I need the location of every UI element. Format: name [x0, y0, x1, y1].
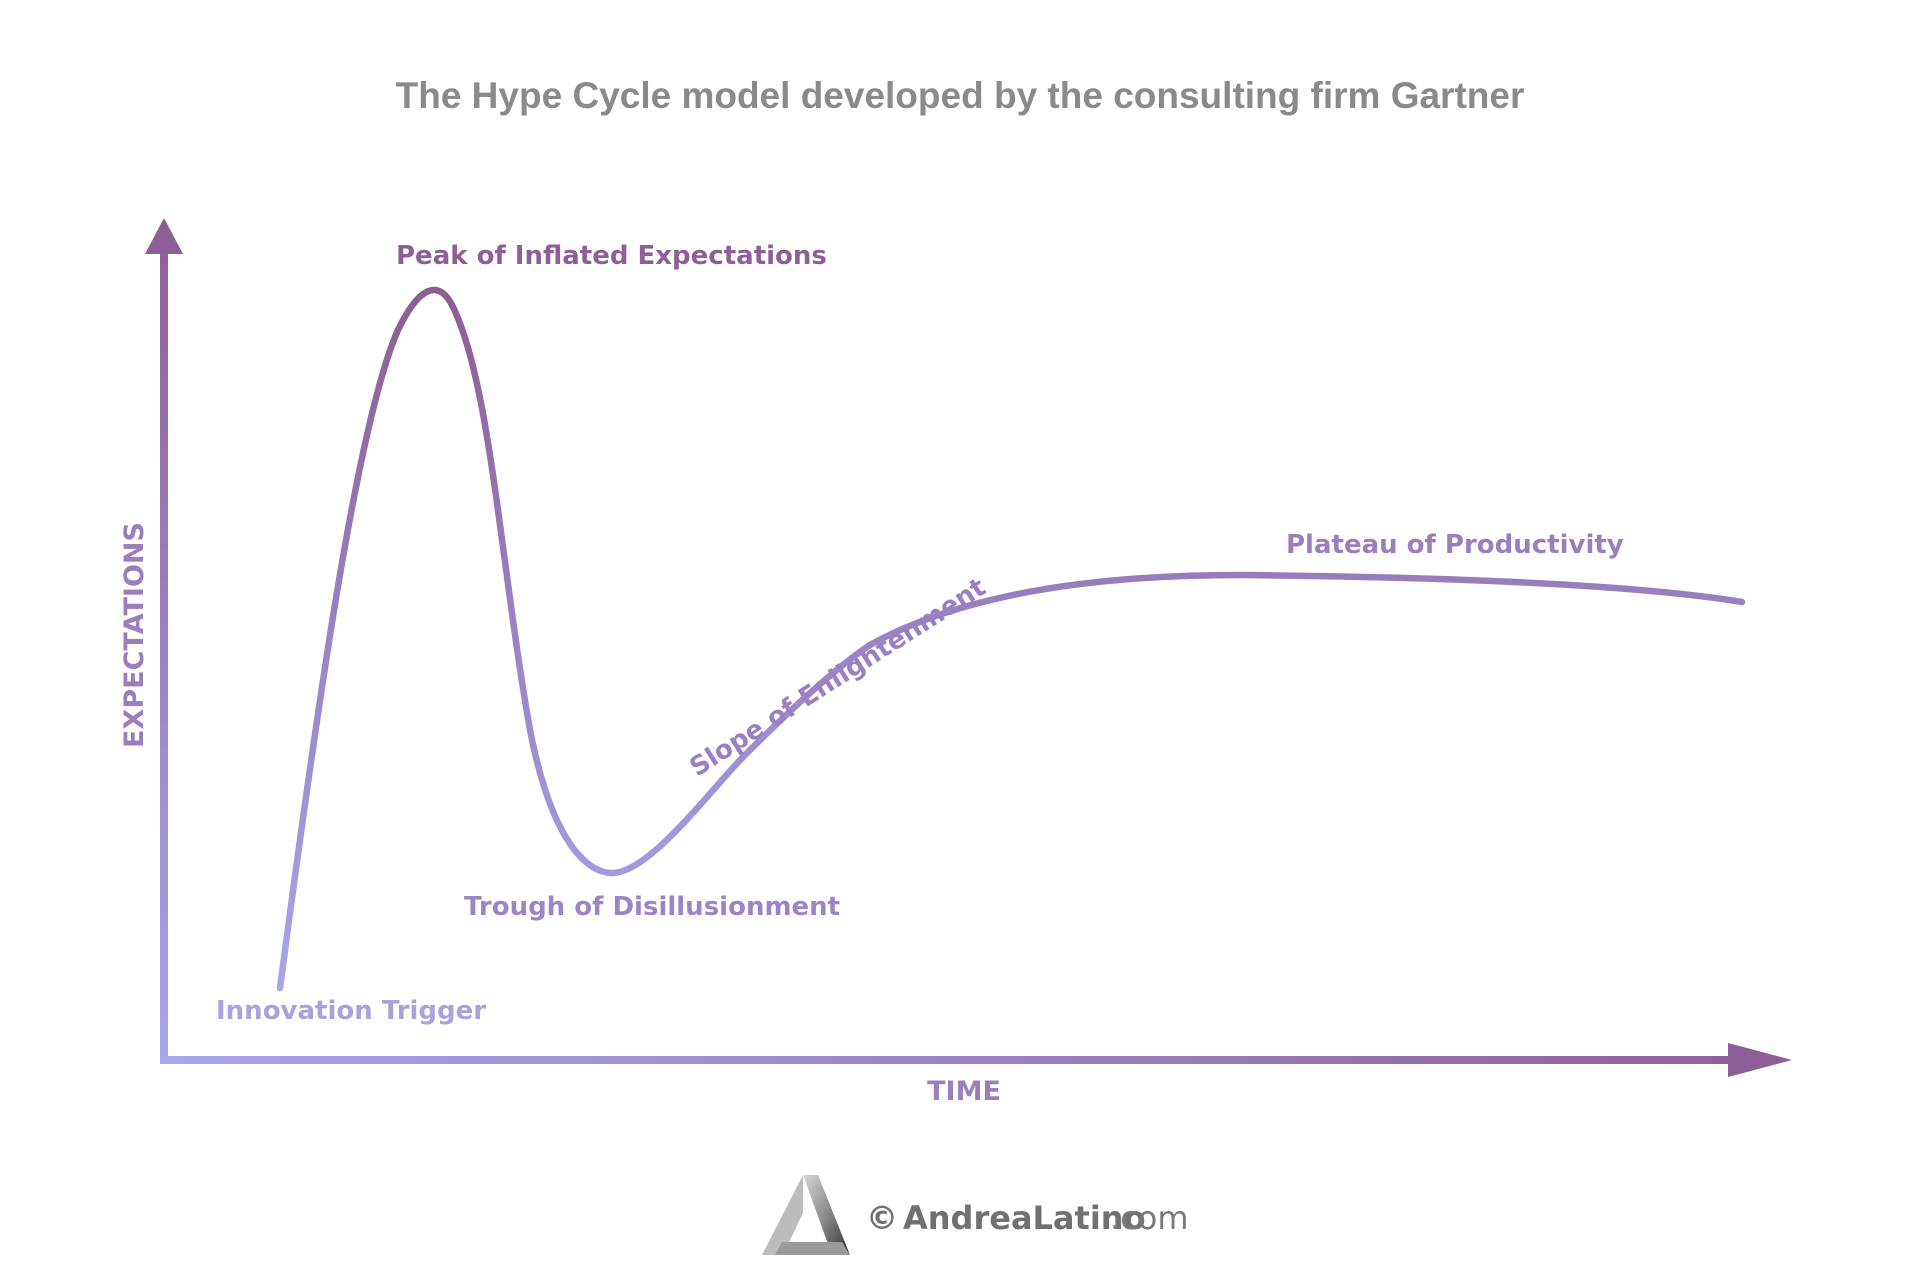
y-axis-arrow-icon — [145, 218, 183, 254]
credit-name: AndreaLatino — [903, 1199, 1146, 1237]
credit-domain: .com — [1110, 1199, 1189, 1237]
andrea-latino-logo — [762, 1175, 850, 1255]
x-axis — [160, 1043, 1792, 1077]
copyright-symbol: © — [866, 1199, 898, 1237]
label-trough-of-disillusionment: Trough of Disillusionment — [464, 892, 840, 922]
credit: © AndreaLatino .com — [762, 1175, 1189, 1255]
label-innovation-trigger: Innovation Trigger — [216, 996, 486, 1026]
label-slope-of-enlightenment: Slope of Enlightenment — [685, 573, 992, 783]
x-axis-label: TIME — [927, 1076, 1001, 1107]
label-plateau-of-productivity: Plateau of Productivity — [1286, 530, 1624, 560]
y-axis-label: EXPECTATIONS — [119, 522, 150, 748]
x-axis-arrow-icon — [1728, 1043, 1792, 1077]
hype-curve — [276, 286, 1746, 992]
label-peak-of-inflated-expectations: Peak of Inflated Expectations — [396, 241, 827, 271]
y-axis — [145, 218, 183, 1064]
page-title: The Hype Cycle model developed by the co… — [396, 75, 1525, 116]
